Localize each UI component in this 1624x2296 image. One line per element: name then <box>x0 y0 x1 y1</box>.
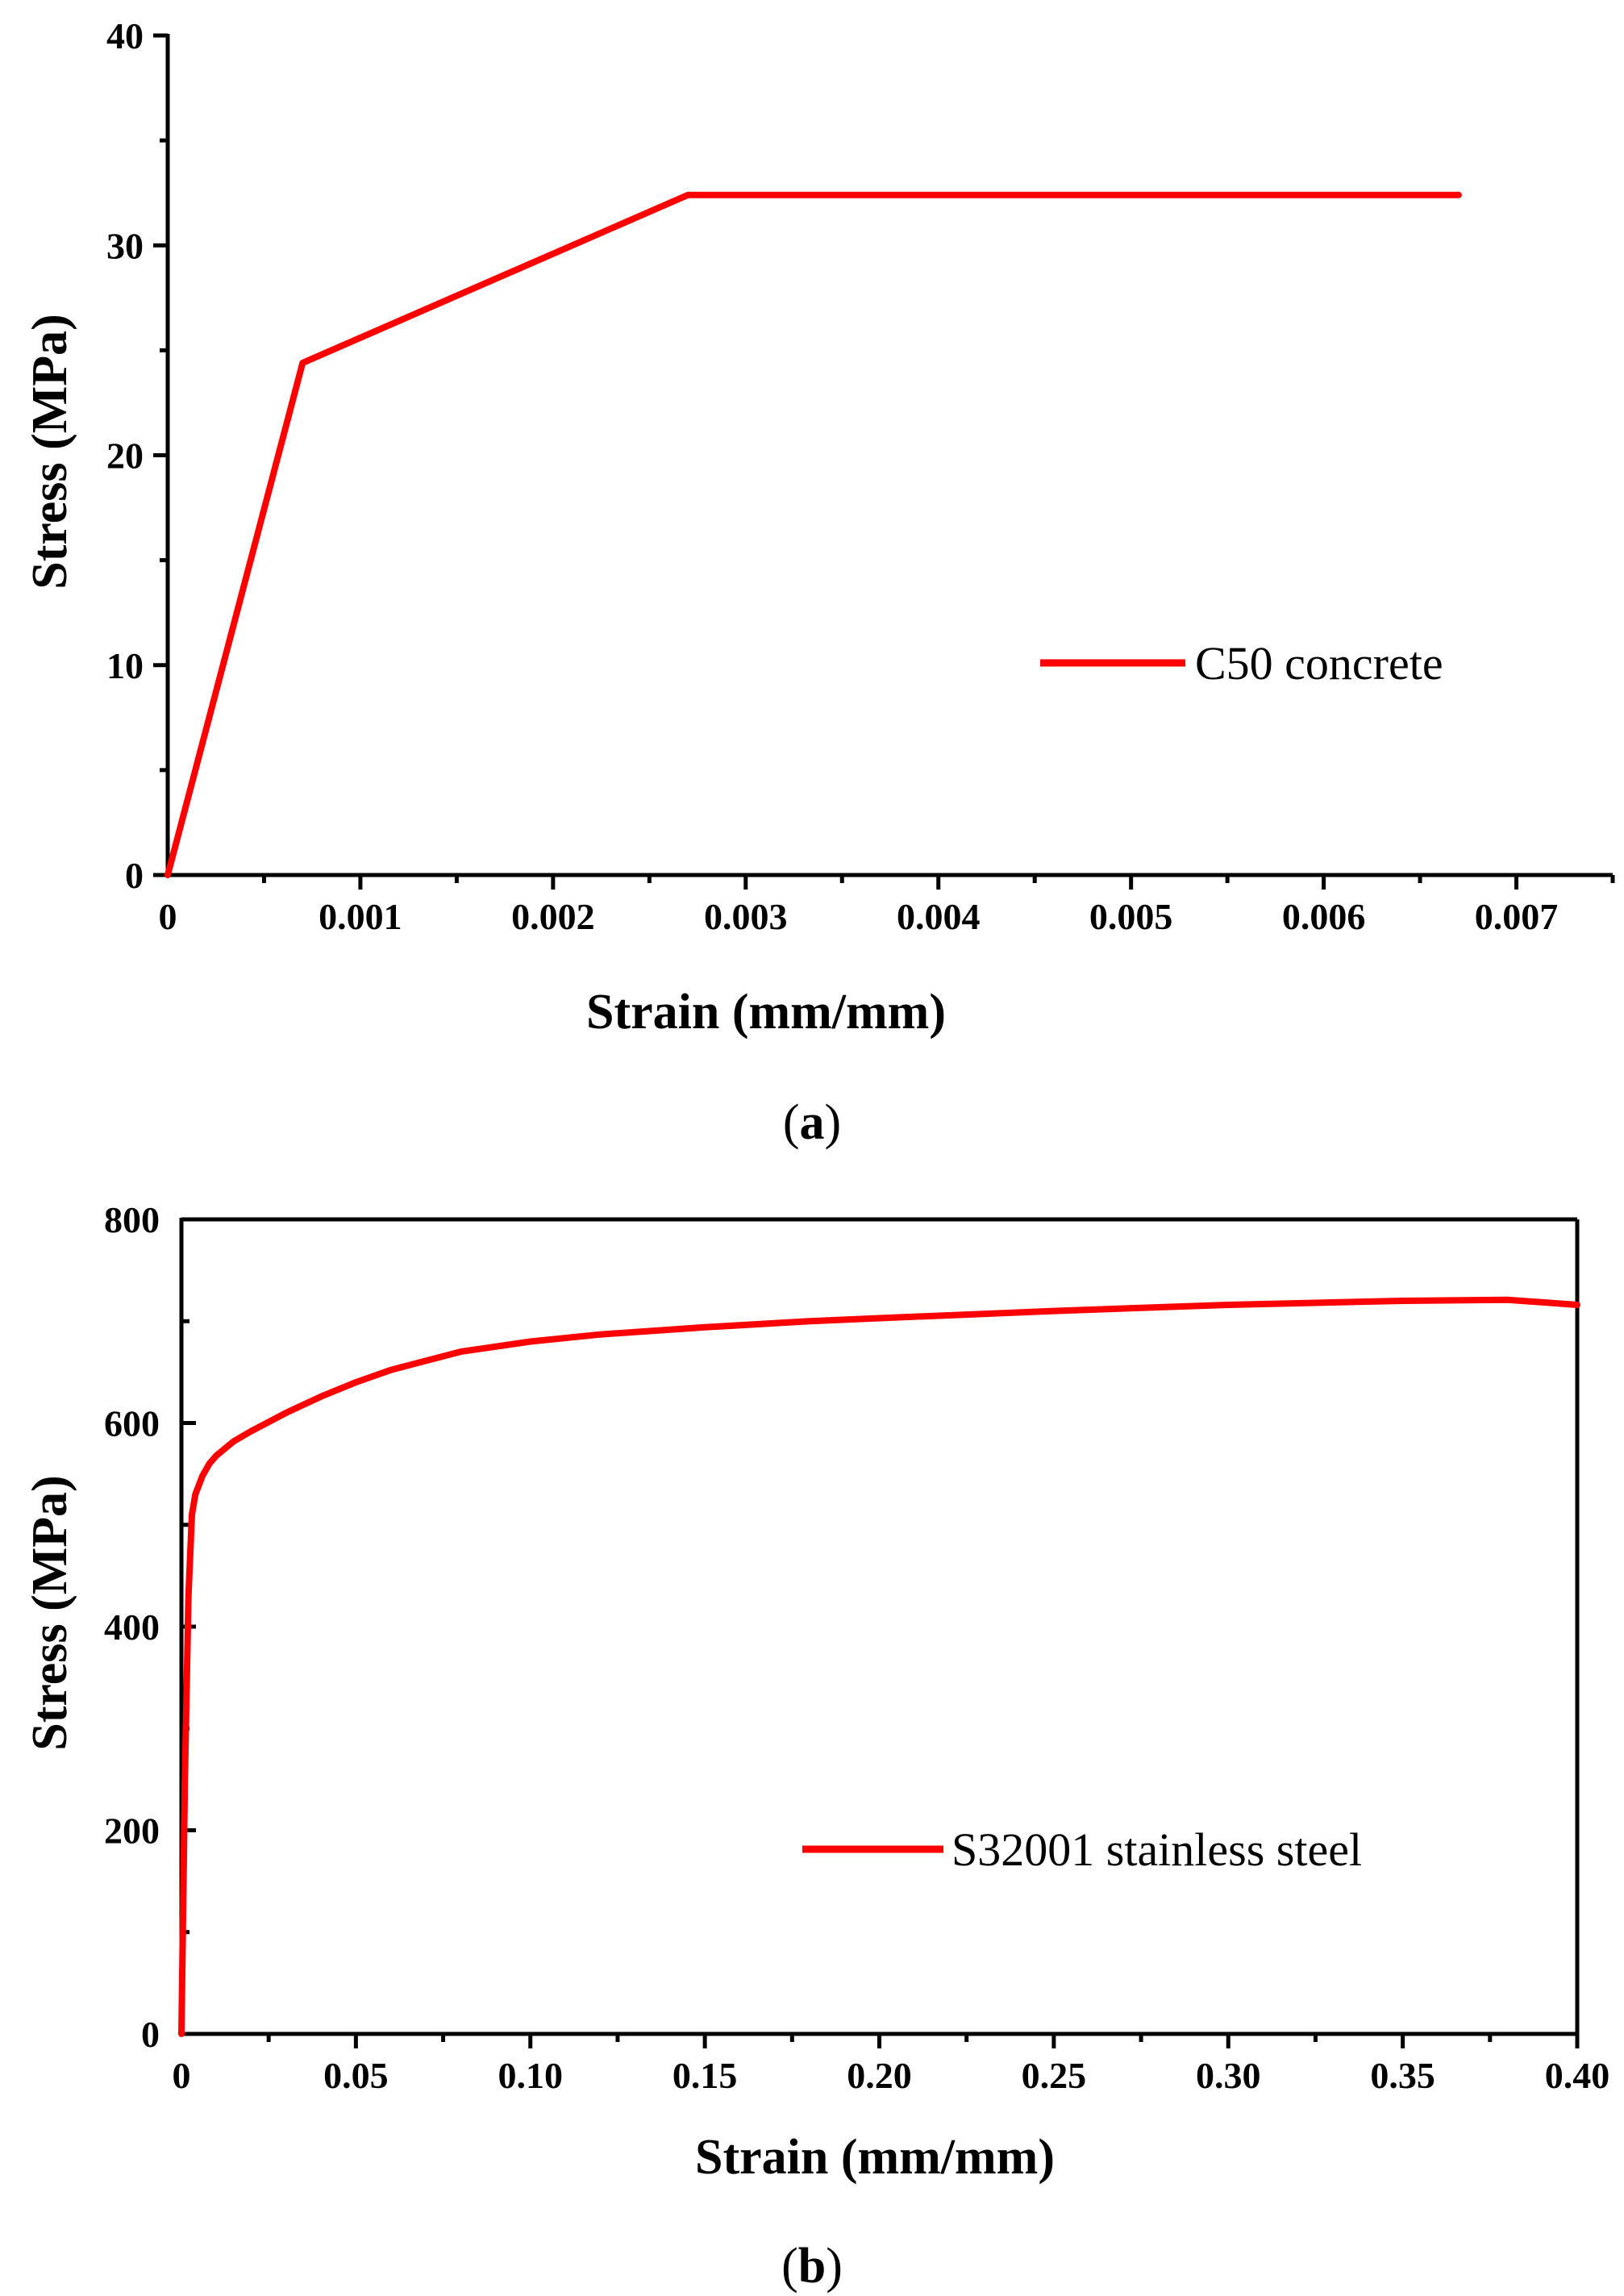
panel-a-x-tick-label: 0 <box>159 896 177 937</box>
panel-a-tick-labels: 0 0.001 0.002 0.003 0.004 0.005 0.006 0.007 0 10 2… <box>106 15 1558 937</box>
panel-a-y-tick-label: 30 <box>106 225 144 266</box>
panel-b-y-tick-label: 600 <box>104 1403 160 1444</box>
panel-b-series <box>178 1296 1580 2037</box>
panel-a-series <box>164 191 1462 878</box>
panel-b-x-tick-label: 0.40 <box>1545 2055 1610 2096</box>
panel-a-x-tick-label: 0.003 <box>704 896 788 937</box>
panel-b-caption-letter: b <box>798 2239 826 2294</box>
panel-b-y-tick-label: 800 <box>104 1199 160 1240</box>
panel-a-caption-open: ( <box>783 1095 800 1150</box>
panel-a-legend: C50 concrete <box>1040 637 1443 690</box>
panel-b-x-tick-label: 0.20 <box>847 2055 912 2096</box>
panel-b-x-tick-label: 0.35 <box>1370 2055 1435 2096</box>
panel-a-x-tick-label: 0.002 <box>511 896 595 937</box>
panel-b-caption-open: ( <box>781 2239 798 2294</box>
panel-b-y-tick-label: 400 <box>104 1606 160 1648</box>
chart-panel-a: 0 0.001 0.002 0.003 0.004 0.005 0.006 0.007 0 10 2… <box>23 15 1615 1150</box>
panel-a-caption: (a) <box>783 1095 841 1150</box>
panel-a-x-tick-label: 0.001 <box>319 896 402 937</box>
panel-b-series-line <box>178 1296 1580 2037</box>
panel-a-y-tick-label: 40 <box>106 15 144 56</box>
panel-b-tick-labels: 0 0.05 0.10 0.15 0.20 0.25 0.30 0.35 0.40 0 200 400… <box>104 1199 1609 2096</box>
panel-a-caption-letter: a <box>800 1095 825 1150</box>
panel-a-x-tick-label: 0.006 <box>1282 896 1366 937</box>
panel-b-x-tick-label: 0.15 <box>673 2055 738 2096</box>
panel-b-legend-label: S32001 stainless steel <box>951 1823 1362 1876</box>
panel-a-series-line <box>164 191 1462 878</box>
panel-b-x-tick-label: 0.30 <box>1196 2055 1261 2096</box>
panel-b-x-tick-label: 0 <box>173 2055 191 2096</box>
panel-b-caption-close: ) <box>826 2239 843 2294</box>
chart-panel-b: 0 0.05 0.10 0.15 0.20 0.25 0.30 0.35 0.40 0 200 400… <box>23 1199 1609 2294</box>
panel-b-y-tick-label: 0 <box>141 2014 160 2055</box>
panel-b-x-tick-label: 0.25 <box>1022 2055 1087 2096</box>
panel-a-y-tick-label: 20 <box>106 435 144 477</box>
panel-a-caption-close: ) <box>825 1095 842 1150</box>
panel-b-x-tick-label: 0.05 <box>323 2055 389 2096</box>
panel-a-x-tick-label: 0.004 <box>897 896 981 937</box>
panel-a-y-tick-label: 0 <box>125 855 144 896</box>
panel-a-x-tick-label: 0.005 <box>1089 896 1173 937</box>
panel-b-y-tick-label: 200 <box>104 1811 160 1852</box>
panel-b-y-axis-label: Stress (MPa) <box>23 1475 77 1750</box>
panel-a-ticks <box>153 33 1615 890</box>
panel-a-x-tick-label: 0.007 <box>1475 896 1559 937</box>
panel-a-legend-label: C50 concrete <box>1195 637 1443 690</box>
panel-b-caption: (b) <box>781 2239 843 2294</box>
panel-a-y-tick-label: 10 <box>106 645 144 686</box>
panel-a-x-axis-label: Strain (mm/mm) <box>586 985 946 1040</box>
panel-b-x-axis-label: Strain (mm/mm) <box>695 2130 1055 2185</box>
panel-b-x-tick-label: 0.10 <box>498 2055 564 2096</box>
panel-a-y-axis-label: Stress (MPa) <box>23 314 77 589</box>
panel-b-legend: S32001 stainless steel <box>802 1823 1362 1876</box>
